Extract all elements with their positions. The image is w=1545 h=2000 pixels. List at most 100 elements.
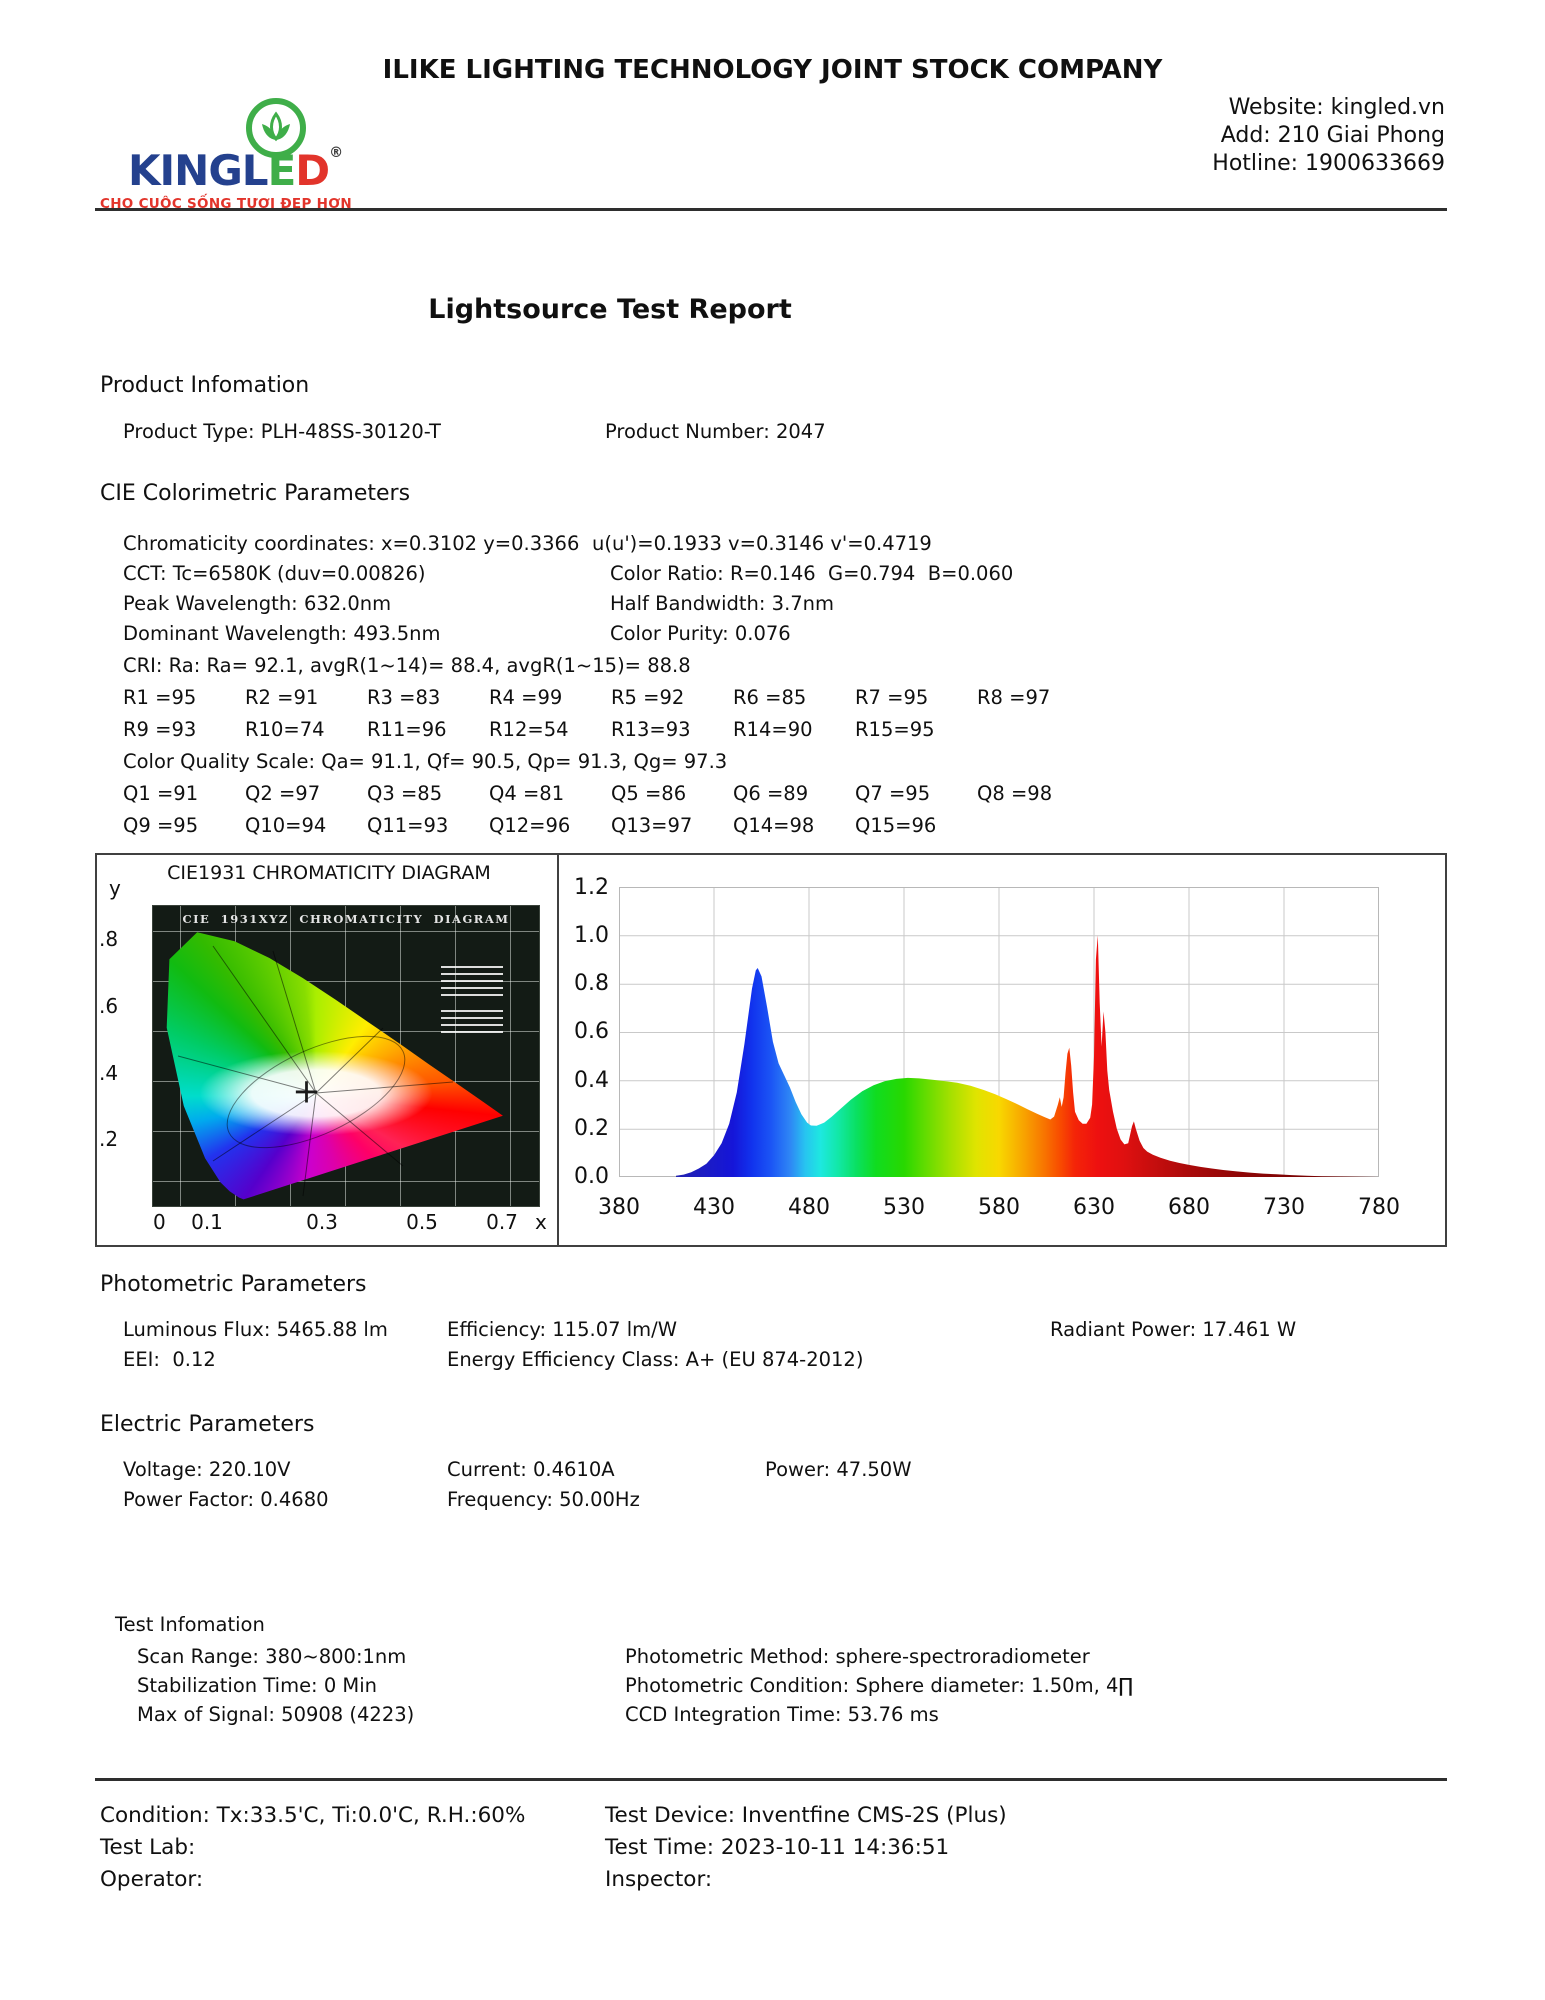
cri-value: R11=96 — [367, 718, 447, 741]
bulb-lotus-icon — [246, 98, 306, 158]
header-divider — [95, 208, 1447, 211]
energy-efficiency-class: Energy Efficiency Class: A+ (EU 874-2012… — [447, 1348, 864, 1371]
cie-region-lines — [177, 945, 454, 1197]
spectrum-x-tick: 480 — [788, 1195, 830, 1220]
photometric-heading: Photometric Parameters — [100, 1272, 367, 1297]
cqs-value: Q6 =89 — [733, 782, 809, 805]
charts-panel: CIE1931 CHROMATICITY DIAGRAM y .8 .6 .4 … — [95, 853, 1447, 1247]
cri-summary: CRI: Ra: Ra= 92.1, avgR(1~14)= 88.4, avg… — [123, 654, 691, 677]
cqs-q-row-1: Q1 =91 Q2 =97 Q3 =85 Q4 =81 Q5 =86 Q6 =89 Q7 =… — [123, 782, 1099, 805]
color-ratio: Color Ratio: R=0.146 G=0.794 B=0.060 — [610, 562, 1014, 585]
product-number: Product Number: 2047 — [605, 420, 826, 443]
cie-y-tick: .4 — [99, 1061, 119, 1085]
cie-y-tick: .8 — [99, 927, 119, 951]
eei: EEI: 0.12 — [123, 1348, 216, 1371]
cie-x-axis-label: x — [535, 1210, 547, 1234]
current: Current: 0.4610A — [447, 1458, 615, 1481]
cie-x-tick: 0.3 — [306, 1210, 338, 1234]
spectrum-x-tick: 380 — [598, 1195, 640, 1220]
test-device: Test Device: Inventfine CMS-2S (Plus) — [605, 1803, 1007, 1828]
spectrum-x-tick: 430 — [693, 1195, 735, 1220]
cri-value: R7 =95 — [855, 686, 929, 709]
cri-value: R3 =83 — [367, 686, 441, 709]
cqs-value: Q4 =81 — [489, 782, 565, 805]
photometric-condition: Photometric Condition: Sphere diameter: … — [625, 1674, 1134, 1697]
cqs-value: Q14=98 — [733, 814, 815, 837]
cie-y-tick: .6 — [99, 994, 119, 1018]
cri-value: R13=93 — [611, 718, 691, 741]
spectrum-y-tick: 0.4 — [574, 1067, 609, 1093]
spectrum-y-tick: 0.6 — [574, 1019, 609, 1045]
cqs-value: Q2 =97 — [245, 782, 321, 805]
cie-y-tick: .2 — [99, 1127, 119, 1151]
spectrum-x-tick: 680 — [1168, 1195, 1210, 1220]
peak-wavelength: Peak Wavelength: 632.0nm — [123, 592, 392, 615]
efficiency: Efficiency: 115.07 lm/W — [447, 1318, 677, 1341]
test-time: Test Time: 2023-10-11 14:36:51 — [605, 1835, 950, 1860]
luminous-flux: Luminous Flux: 5465.88 lm — [123, 1318, 388, 1341]
cri-r-row-1: R1 =95 R2 =91 R3 =83 R4 =99 R5 =92 R6 =85 R7 =… — [123, 686, 1099, 709]
condition: Condition: Tx:33.5'C, Ti:0.0'C, R.H.:60% — [100, 1803, 526, 1828]
spectrum-y-ticks: 1.2 1.0 0.8 0.6 0.4 0.2 0.0 — [539, 875, 609, 1189]
spectrum-x-tick: 780 — [1358, 1195, 1400, 1220]
product-info-heading: Product Infomation — [100, 373, 310, 398]
cri-value: R9 =93 — [123, 718, 197, 741]
registered-mark: ® — [329, 145, 344, 161]
test-info-heading: Test Infomation — [115, 1613, 265, 1636]
cqs-value: Q15=96 — [855, 814, 937, 837]
electric-heading: Electric Parameters — [100, 1412, 315, 1437]
stabilization-time: Stabilization Time: 0 Min — [137, 1674, 378, 1697]
charts-divider — [557, 855, 559, 1245]
company-hotline: Hotline: 1900633669 — [1212, 151, 1445, 176]
logo-e: E — [267, 146, 297, 195]
cie-legend-marks — [441, 1010, 503, 1036]
cri-value: R1 =95 — [123, 686, 197, 709]
cie-x-tick: 0.5 — [406, 1210, 438, 1234]
footer-divider — [95, 1778, 1447, 1781]
chromaticity-point-marker: + — [292, 1070, 321, 1111]
photometric-method: Photometric Method: sphere-spectroradiom… — [625, 1645, 1090, 1668]
cqs-value: Q11=93 — [367, 814, 449, 837]
cri-value: R8 =97 — [977, 686, 1051, 709]
cie-x-tick: 0.1 — [191, 1210, 223, 1234]
spectrum-y-tick: 0.8 — [574, 971, 609, 997]
cqs-value: Q9 =95 — [123, 814, 199, 837]
frequency: Frequency: 50.00Hz — [447, 1488, 640, 1511]
cie-chromaticity-image: CIE 1931XYZ CHROMATICITY DIAGRAM + — [152, 905, 540, 1207]
uv-coordinates: u(u')=0.1933 v=0.3146 v'=0.4719 — [592, 532, 932, 555]
spectrum-x-tick: 730 — [1263, 1195, 1305, 1220]
cie-x-tick: 0.7 — [486, 1210, 518, 1234]
spectrum-y-tick: 0.2 — [574, 1115, 609, 1141]
cie-diagram-title: CIE1931 CHROMATICITY DIAGRAM — [167, 862, 491, 884]
cqs-value: Q1 =91 — [123, 782, 199, 805]
cie-inner-title: CIE 1931XYZ CHROMATICITY DIAGRAM — [182, 912, 510, 926]
cqs-value: Q10=94 — [245, 814, 327, 837]
cqs-value: Q8 =98 — [977, 782, 1053, 805]
cri-value: R2 =91 — [245, 686, 319, 709]
cri-value: R12=54 — [489, 718, 569, 741]
company-name: ILIKE LIGHTING TECHNOLOGY JOINT STOCK CO… — [382, 55, 1163, 85]
spectrum-x-ticks: 380 430 480 530 580 630 680 730 780 — [589, 1195, 1409, 1220]
spectrum-x-tick: 580 — [978, 1195, 1020, 1220]
cie-x-tick: 0 — [153, 1210, 166, 1234]
max-of-signal: Max of Signal: 50908 (4223) — [137, 1703, 415, 1726]
cri-value: R14=90 — [733, 718, 813, 741]
power: Power: 47.50W — [765, 1458, 912, 1481]
voltage: Voltage: 220.10V — [123, 1458, 291, 1481]
product-type: Product Type: PLH-48SS-30120-T — [123, 420, 441, 443]
spectrum-y-tick: 0.0 — [574, 1163, 609, 1189]
cri-value: R6 =85 — [733, 686, 807, 709]
color-purity: Color Purity: 0.076 — [610, 622, 791, 645]
cct-value: CCT: Tc=6580K (duv=0.00826) — [123, 562, 426, 585]
radiant-power: Radiant Power: 17.461 W — [1050, 1318, 1297, 1341]
cri-r-row-2: R9 =93 R10=74 R11=96 R12=54 R13=93 R14=90 R15=… — [123, 718, 977, 741]
test-lab: Test Lab: — [100, 1835, 196, 1860]
cqs-value: Q13=97 — [611, 814, 693, 837]
power-factor: Power Factor: 0.4680 — [123, 1488, 329, 1511]
cqs-q-row-2: Q9 =95 Q10=94 Q11=93 Q12=96 Q13=97 Q14=98 Q15=… — [123, 814, 977, 837]
inspector: Inspector: — [605, 1867, 713, 1892]
company-address: Add: 210 Giai Phong — [1220, 123, 1445, 148]
cri-value: R15=95 — [855, 718, 935, 741]
company-website: Website: kingled.vn — [1228, 95, 1445, 120]
